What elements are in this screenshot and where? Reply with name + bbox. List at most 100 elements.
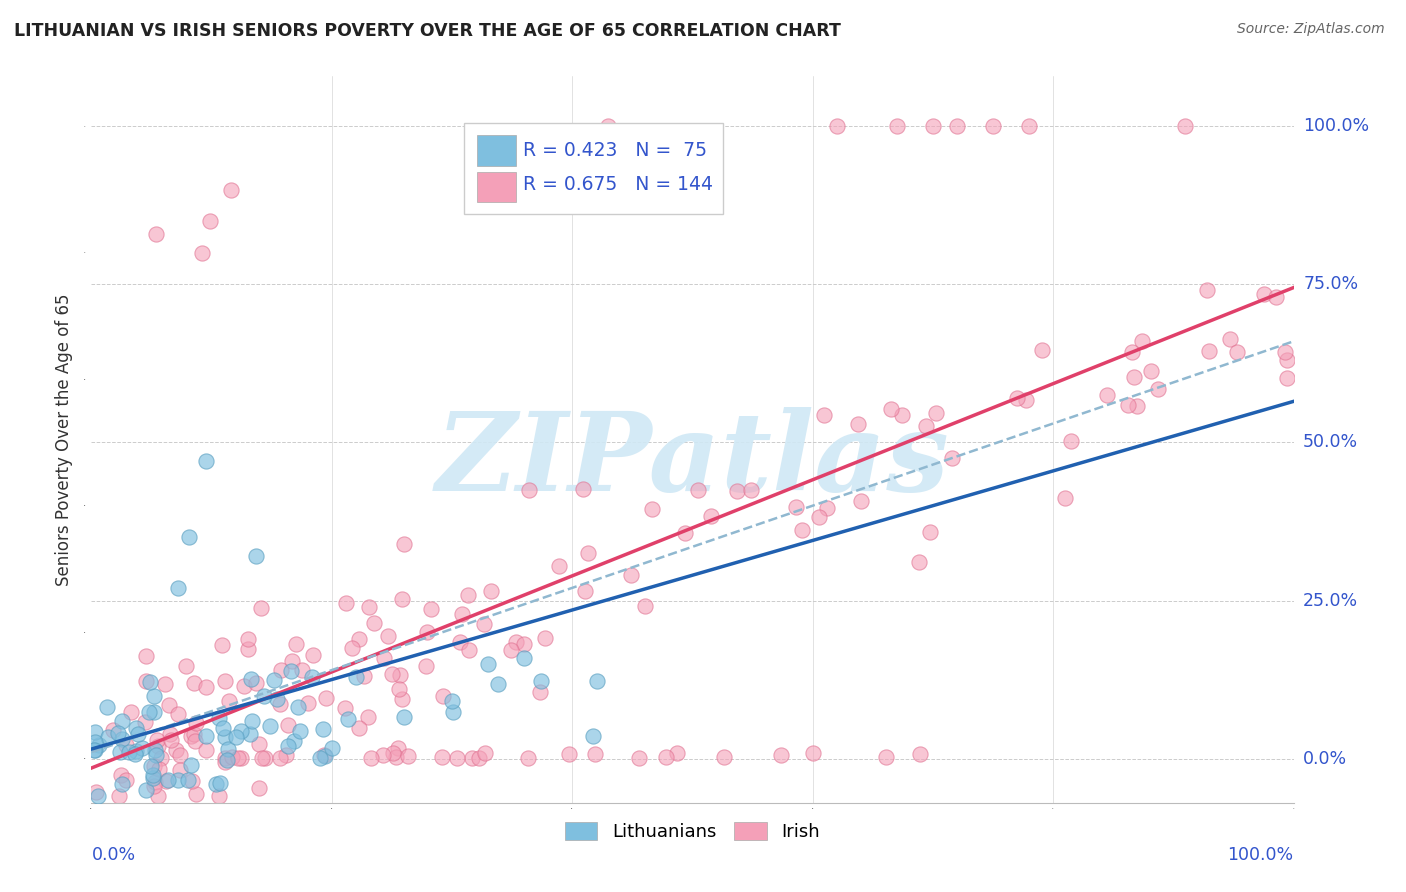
Point — [221, 750, 243, 764]
Point — [1018, 120, 1040, 134]
Point — [155, 677, 177, 691]
Point — [124, 744, 146, 758]
Point — [517, 483, 540, 497]
Text: LITHUANIAN VS IRISH SENIORS POVERTY OVER THE AGE OF 65 CORRELATION CHART: LITHUANIAN VS IRISH SENIORS POVERTY OVER… — [14, 22, 841, 40]
Point — [218, 694, 240, 708]
Point — [150, 750, 173, 764]
Point — [349, 721, 371, 735]
Point — [208, 710, 231, 724]
Point — [1121, 344, 1143, 359]
Point — [803, 746, 825, 760]
Point — [238, 727, 260, 741]
Point — [920, 525, 942, 540]
Point — [125, 721, 148, 735]
Point — [159, 727, 181, 741]
Point — [446, 750, 468, 764]
Point — [118, 745, 141, 759]
Point — [312, 722, 335, 736]
Point — [167, 707, 190, 722]
Point — [340, 641, 363, 656]
Point — [270, 664, 292, 678]
Point — [239, 672, 262, 686]
Point — [145, 748, 167, 763]
Point — [228, 751, 250, 765]
Point — [908, 555, 931, 569]
Point — [84, 743, 107, 757]
Point — [627, 751, 650, 765]
Point — [277, 739, 299, 753]
Point — [922, 120, 945, 134]
Point — [530, 674, 553, 689]
Point — [208, 789, 231, 804]
Point — [143, 743, 166, 757]
Point — [790, 523, 813, 537]
Point — [449, 634, 471, 648]
Text: 0.0%: 0.0% — [1303, 749, 1347, 767]
Point — [280, 665, 302, 679]
Point — [166, 581, 188, 595]
Point — [335, 596, 357, 610]
Text: 25.0%: 25.0% — [1303, 591, 1358, 609]
Point — [534, 632, 557, 646]
Point — [180, 757, 202, 772]
Point — [269, 698, 291, 712]
Point — [432, 689, 454, 703]
Point — [387, 740, 409, 755]
Point — [183, 675, 205, 690]
Point — [655, 750, 678, 764]
Point — [97, 730, 120, 744]
Point — [1274, 344, 1296, 359]
Point — [430, 749, 453, 764]
Point — [87, 789, 110, 804]
Point — [141, 758, 163, 772]
Point — [915, 418, 938, 433]
Point — [1197, 283, 1219, 297]
Point — [785, 500, 807, 514]
Point — [165, 743, 187, 757]
Point — [416, 625, 439, 640]
Point — [177, 530, 200, 544]
Point — [240, 714, 263, 728]
Point — [1060, 434, 1083, 449]
Point — [598, 120, 620, 134]
Point — [740, 483, 762, 498]
Point — [908, 747, 931, 762]
Point — [474, 747, 496, 761]
Point — [769, 747, 792, 762]
Point — [450, 607, 472, 621]
Point — [1147, 383, 1170, 397]
Point — [576, 545, 599, 559]
Point — [673, 526, 696, 541]
Point — [360, 751, 382, 765]
Point — [245, 675, 267, 690]
Point — [155, 773, 177, 788]
Point — [574, 584, 596, 599]
Point — [499, 643, 522, 657]
Point — [134, 714, 156, 729]
Point — [266, 691, 288, 706]
Point — [131, 741, 153, 756]
Point — [815, 500, 838, 515]
Point — [297, 696, 319, 710]
Point — [415, 659, 437, 673]
Point — [336, 712, 359, 726]
Point — [371, 748, 394, 763]
Text: ZIPatlas: ZIPatlas — [436, 408, 949, 515]
Point — [1097, 388, 1119, 402]
Point — [143, 705, 166, 719]
Point — [548, 559, 571, 574]
Point — [583, 747, 606, 761]
FancyBboxPatch shape — [477, 172, 516, 202]
Point — [440, 694, 463, 708]
Point — [1126, 399, 1149, 413]
Point — [110, 732, 132, 747]
Point — [1015, 392, 1038, 407]
Point — [377, 629, 399, 643]
Point — [287, 699, 309, 714]
Point — [359, 599, 381, 614]
Point — [457, 643, 479, 657]
Point — [231, 723, 253, 738]
Point — [156, 773, 179, 788]
Point — [315, 690, 337, 705]
Point — [184, 734, 207, 748]
